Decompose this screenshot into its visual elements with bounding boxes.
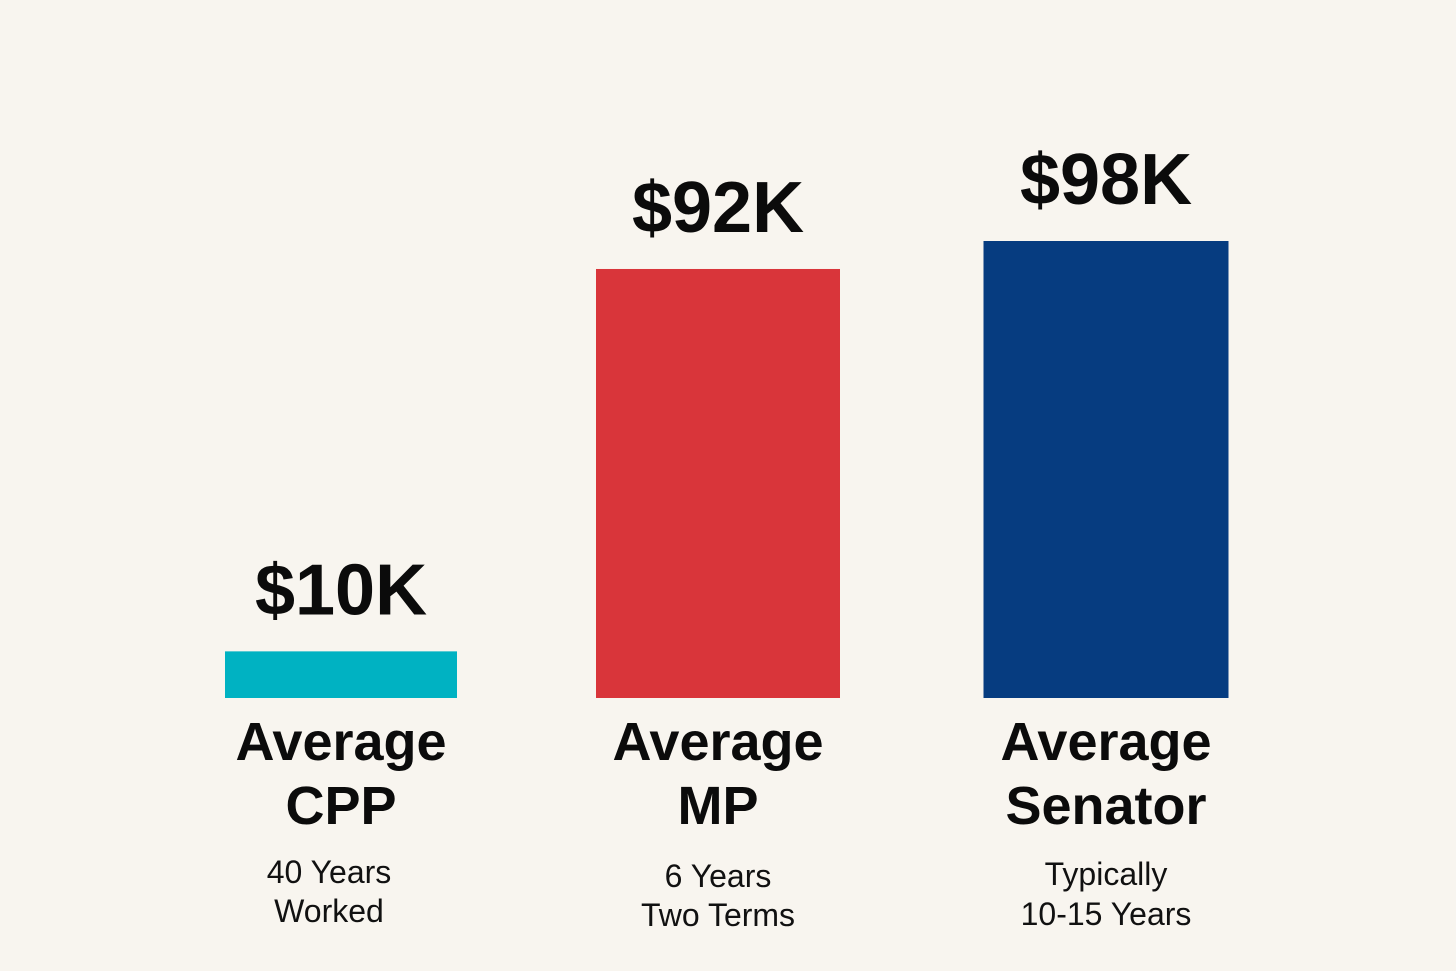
sub-label-3-line-2: 10-15 Years [1021, 896, 1192, 932]
bar-value-label-1: $10K [255, 550, 427, 630]
bar-3 [983, 241, 1229, 698]
sub-label-3-line-1: Typically [1045, 856, 1168, 892]
category-label-1-line-1: Average [235, 712, 446, 772]
category-label-2-line-2: MP [678, 776, 759, 836]
category-label-2-line-1: Average [612, 712, 823, 772]
category-label-3-line-1: Average [1000, 712, 1211, 772]
category-label-1-line-2: CPP [285, 776, 396, 836]
sub-label-1-line-1: 40 Years [267, 854, 392, 890]
bar-value-label-3: $98K [1020, 140, 1192, 220]
sub-label-2-line-2: Two Terms [641, 897, 795, 933]
sub-label-2-line-1: 6 Years [665, 858, 772, 894]
bar-2 [596, 268, 840, 698]
bar-value-label-2: $92K [632, 168, 804, 248]
sub-label-1-line-2: Worked [274, 893, 384, 929]
bar-1 [225, 651, 457, 698]
category-label-3-line-2: Senator [1005, 776, 1206, 836]
